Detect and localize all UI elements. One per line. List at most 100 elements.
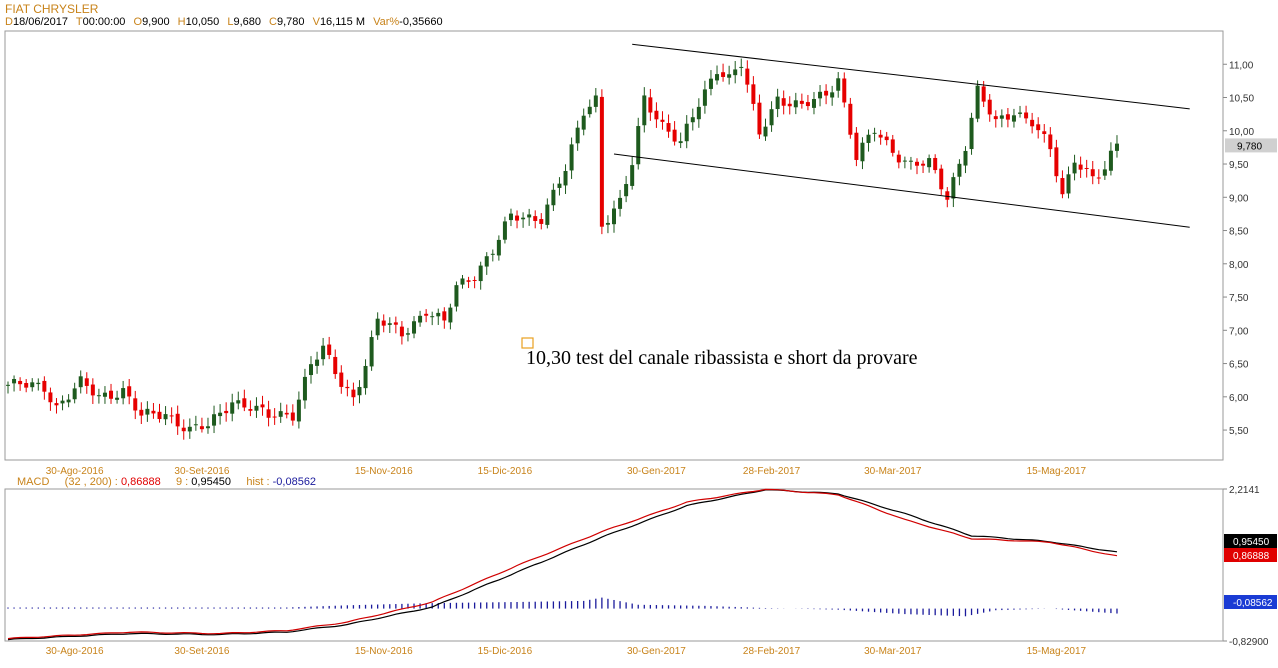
candle-body bbox=[18, 380, 23, 385]
candle-body bbox=[448, 307, 453, 323]
ohlc-info-bar: D18/06/2017 T00:00:00 O9,900 H10,050 L9,… bbox=[5, 16, 448, 28]
candle-body bbox=[42, 380, 47, 392]
candle-body bbox=[975, 85, 980, 119]
candle-body bbox=[896, 154, 901, 163]
candle-body bbox=[648, 97, 653, 113]
candle-body bbox=[236, 400, 241, 404]
candle-body bbox=[163, 414, 168, 420]
candle-body bbox=[1108, 150, 1113, 171]
candle-body bbox=[551, 189, 556, 206]
candle-body bbox=[333, 356, 338, 375]
y-tick-label: 10,50 bbox=[1229, 94, 1254, 105]
candle-body bbox=[157, 411, 162, 420]
price-x-axis: 30-Ago-2016 30-Set-2016 15-Nov-2016 15-Dic-… bbox=[46, 466, 1087, 477]
x-tick-label: 30-Set-2016 bbox=[174, 646, 229, 657]
candle-body bbox=[1084, 167, 1089, 169]
x-tick-label: 30-Mar-2017 bbox=[864, 466, 922, 477]
time-field: T00:00:00 bbox=[75, 16, 126, 28]
candle-body bbox=[890, 139, 895, 153]
candle-body bbox=[642, 95, 647, 126]
channel-trendlines bbox=[613, 43, 1190, 228]
candle-body bbox=[96, 395, 101, 397]
x-tick-label: 15-Nov-2016 bbox=[355, 466, 413, 477]
candle-body bbox=[848, 103, 853, 135]
candle-body bbox=[436, 312, 441, 317]
candle-body bbox=[181, 427, 186, 432]
candle-body bbox=[533, 216, 538, 221]
candle-body bbox=[721, 72, 726, 77]
macd-line bbox=[7, 488, 1118, 640]
candle-body bbox=[321, 345, 326, 360]
signal-value-tag-box bbox=[1224, 534, 1277, 548]
upper-channel-line bbox=[632, 43, 1190, 110]
candle-body bbox=[272, 416, 277, 418]
candle-body bbox=[345, 386, 350, 389]
y-tick-label: -0,82900 bbox=[1229, 637, 1269, 648]
candle-body bbox=[418, 315, 423, 323]
candle-body bbox=[666, 123, 671, 132]
macd-info-bar: MACD (32 , 200) : 0,86888 9 : 0,95450 hi… bbox=[17, 476, 317, 488]
candle-body bbox=[999, 115, 1004, 119]
candlestick-series bbox=[6, 58, 1119, 440]
candle-body bbox=[902, 160, 907, 162]
volume-field: V16,115 M bbox=[312, 16, 365, 28]
candle-body bbox=[945, 191, 950, 200]
candle-body bbox=[563, 170, 568, 186]
candle-body bbox=[1060, 178, 1065, 195]
y-tick-label: 5,50 bbox=[1229, 426, 1249, 437]
candle-body bbox=[454, 285, 459, 307]
x-tick-label: 30-Ago-2016 bbox=[46, 466, 104, 477]
signal-value-tag: 0,95450 bbox=[1233, 537, 1270, 548]
x-tick-label: 30-Gen-2017 bbox=[627, 646, 686, 657]
price-panel-frame bbox=[4, 30, 1224, 461]
candle-body bbox=[48, 392, 53, 403]
candle-body bbox=[363, 365, 368, 389]
candle-body bbox=[127, 386, 132, 397]
candle-body bbox=[969, 117, 974, 150]
candle-body bbox=[351, 389, 356, 398]
candle-body bbox=[121, 388, 126, 399]
candle-body bbox=[830, 92, 835, 98]
candle-body bbox=[24, 383, 29, 388]
candle-body bbox=[715, 74, 720, 81]
x-tick-label: 15-Nov-2016 bbox=[355, 646, 413, 657]
candle-body bbox=[951, 177, 956, 199]
x-tick-label: 28-Feb-2017 bbox=[743, 646, 801, 657]
candle-body bbox=[587, 106, 592, 115]
candle-body bbox=[751, 84, 756, 104]
candle-body bbox=[78, 376, 83, 388]
candle-body bbox=[527, 214, 532, 218]
x-tick-label: 30-Ago-2016 bbox=[46, 646, 104, 657]
candle-body bbox=[866, 134, 871, 143]
candle-body bbox=[860, 142, 865, 162]
candle-body bbox=[545, 204, 550, 225]
candle-body bbox=[811, 98, 816, 108]
candle-body bbox=[309, 364, 313, 376]
x-tick-label: 30-Set-2016 bbox=[174, 466, 229, 477]
candle-body bbox=[599, 96, 604, 227]
candle-body bbox=[502, 221, 507, 240]
candle-body bbox=[921, 163, 926, 166]
candle-body bbox=[266, 409, 271, 418]
open-field: O9,900 bbox=[133, 16, 170, 28]
candle-body bbox=[60, 400, 65, 404]
candle-body bbox=[793, 100, 798, 108]
candle-body bbox=[1078, 164, 1083, 170]
candle-body bbox=[605, 222, 610, 225]
candle-body bbox=[1042, 131, 1047, 135]
low-field: L9,680 bbox=[227, 16, 261, 28]
candle-body bbox=[939, 168, 944, 190]
candle-body bbox=[412, 321, 417, 334]
candle-body bbox=[684, 123, 689, 142]
candle-body bbox=[36, 382, 41, 385]
candle-body bbox=[442, 311, 447, 321]
y-tick-label: 7,50 bbox=[1229, 293, 1249, 304]
candle-body bbox=[1018, 112, 1023, 114]
candle-body bbox=[430, 316, 435, 318]
candle-body bbox=[193, 424, 198, 426]
candle-body bbox=[1114, 143, 1119, 151]
candle-body bbox=[805, 102, 810, 107]
y-tick-label: 7,00 bbox=[1229, 326, 1249, 337]
candle-body bbox=[339, 372, 344, 387]
